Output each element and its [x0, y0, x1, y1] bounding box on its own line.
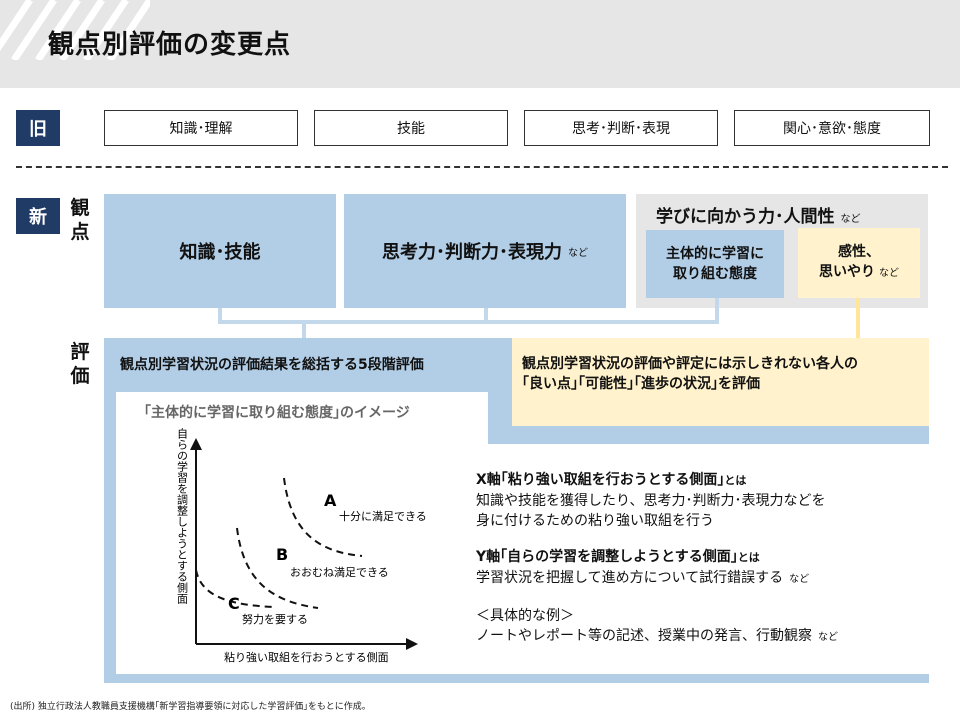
y-axis-note-towa: とは — [737, 551, 760, 564]
old-item-skill: 技能 — [314, 110, 508, 146]
viewpoint-thinking-text: 思考力･判断力･表現力 — [382, 242, 562, 263]
humanity-title-suffix: など — [840, 214, 861, 225]
header-stripes — [0, 0, 150, 60]
source-note: (出所) 独立行政法人教職員支援機構｢新学習指導要領に対応した学習評価｣をもとに… — [10, 702, 371, 712]
curve-c — [195, 569, 275, 608]
viewpoint-humanity: 学びに向かう力･人間性 など 主体的に学習に 取り組む態度 感性、 思いやり など — [636, 194, 928, 308]
individual-eval-line-2: ｢良い点｣｢可能性｣｢進歩の状況｣を評価 — [522, 376, 760, 392]
evaluation-label-char-2: 価 — [70, 365, 90, 387]
new-tag: 新 — [16, 198, 60, 234]
y-axis-note-body: 学習状況を把握して進め方について試行錯誤する — [476, 570, 784, 586]
connector-attitude — [715, 298, 719, 322]
five-level-text: 観点別学習状況の評価結果を総括する5段階評価 — [120, 357, 424, 373]
level-c-label: 努力を要する — [242, 612, 308, 626]
attitude-line-1: 主体的に学習に — [666, 246, 764, 262]
level-b-label: おおむね満足できる — [290, 566, 389, 579]
evaluation-label: 評 価 — [68, 340, 92, 388]
humanity-title: 学びに向かう力･人間性 など — [656, 202, 861, 227]
viewpoint-thinking-suffix: など — [568, 247, 588, 259]
old-item-interest: 関心･意欲･態度 — [734, 110, 930, 146]
y-axis-label: 自らの学習を調整しようとする側面 — [176, 428, 189, 604]
connector-knowledge — [218, 308, 222, 322]
x-axis-note-head: X軸｢粘り強い取組を行おうとする側面｣ — [476, 472, 725, 488]
evaluation-label-char-1: 評 — [70, 341, 90, 363]
sensibility-suffix: など — [879, 268, 899, 279]
sensibility-box: 感性、 思いやり など — [798, 228, 920, 298]
x-axis-note-line-2: 身に付けるための粘り強い取組を行う — [476, 513, 714, 529]
attitude-diagram: A 十分に満足できる B おおむね満足できる C 努力を要する 粘り強い取組を行… — [176, 428, 427, 664]
sensibility-line-2: 思いやり — [819, 264, 875, 280]
image-tab — [116, 392, 488, 444]
old-item-thinking: 思考･判断･表現 — [524, 110, 718, 146]
level-b-letter: B — [276, 545, 288, 564]
y-axis-note-head: Y軸｢自らの学習を調整しようとする側面｣ — [476, 549, 738, 565]
header-band — [0, 0, 960, 88]
y-axis-note-suffix: など — [789, 574, 810, 585]
image-area — [116, 444, 942, 674]
x-axis-note-towa: とは — [724, 474, 747, 487]
viewpoint-knowledge-skill: 知識･技能 — [104, 194, 336, 308]
sensibility-line-1: 感性、 — [838, 244, 880, 260]
old-tag: 旧 — [16, 110, 60, 146]
humanity-title-text: 学びに向かう力･人間性 — [656, 207, 835, 227]
individual-eval-line-1: 観点別学習状況の評価や評定には示しきれない各人の — [522, 356, 858, 372]
example-head: ＜具体的な例＞ — [476, 608, 574, 624]
curve-a — [283, 477, 363, 557]
level-c-letter: C — [228, 594, 240, 613]
connector-horizontal — [218, 320, 719, 324]
example-body: ノートやレポート等の記述、授業中の発言、行動観察 — [476, 628, 812, 644]
viewpoint-label-char-2: 点 — [70, 221, 90, 243]
individual-eval-box: 観点別学習状況の評価や評定には示しきれない各人の ｢良い点｣｢可能性｣｢進歩の状… — [512, 338, 929, 426]
curve-b — [236, 527, 319, 609]
connector-thinking — [484, 308, 488, 322]
level-a-letter: A — [324, 491, 337, 510]
old-item-knowledge: 知識･理解 — [104, 110, 298, 146]
viewpoint-knowledge-text: 知識･技能 — [179, 242, 261, 263]
separator-dashed — [16, 166, 948, 168]
x-axis-label: 粘り強い取組を行おうとする側面 — [224, 650, 389, 664]
level-a-label: 十分に満足できる — [339, 509, 427, 523]
x-axis-note-line-1: 知識や技能を獲得したり、思考力･判断力･表現力などを — [476, 493, 826, 509]
attitude-line-2: 取り組む態度 — [673, 266, 757, 282]
connector-down — [302, 322, 306, 338]
individual-eval-text: 観点別学習状況の評価や評定には示しきれない各人の ｢良い点｣｢可能性｣｢進歩の状… — [522, 354, 858, 394]
viewpoint-label-char-1: 観 — [70, 197, 90, 219]
connector-sensibility — [856, 298, 860, 338]
example-suffix: など — [818, 632, 838, 643]
image-title: ｢主体的に学習に取り組む態度｣のイメージ — [144, 405, 410, 421]
viewpoint-thinking: 思考力･判断力･表現力 など — [344, 194, 626, 308]
viewpoint-label: 観 点 — [68, 196, 92, 244]
attitude-box: 主体的に学習に 取り組む態度 — [646, 230, 784, 298]
notes-block: X軸｢粘り強い取組を行おうとする側面｣とは 知識や技能を獲得したり、思考力･判断… — [476, 470, 838, 648]
page-title: 観点別評価の変更点 — [48, 30, 292, 60]
